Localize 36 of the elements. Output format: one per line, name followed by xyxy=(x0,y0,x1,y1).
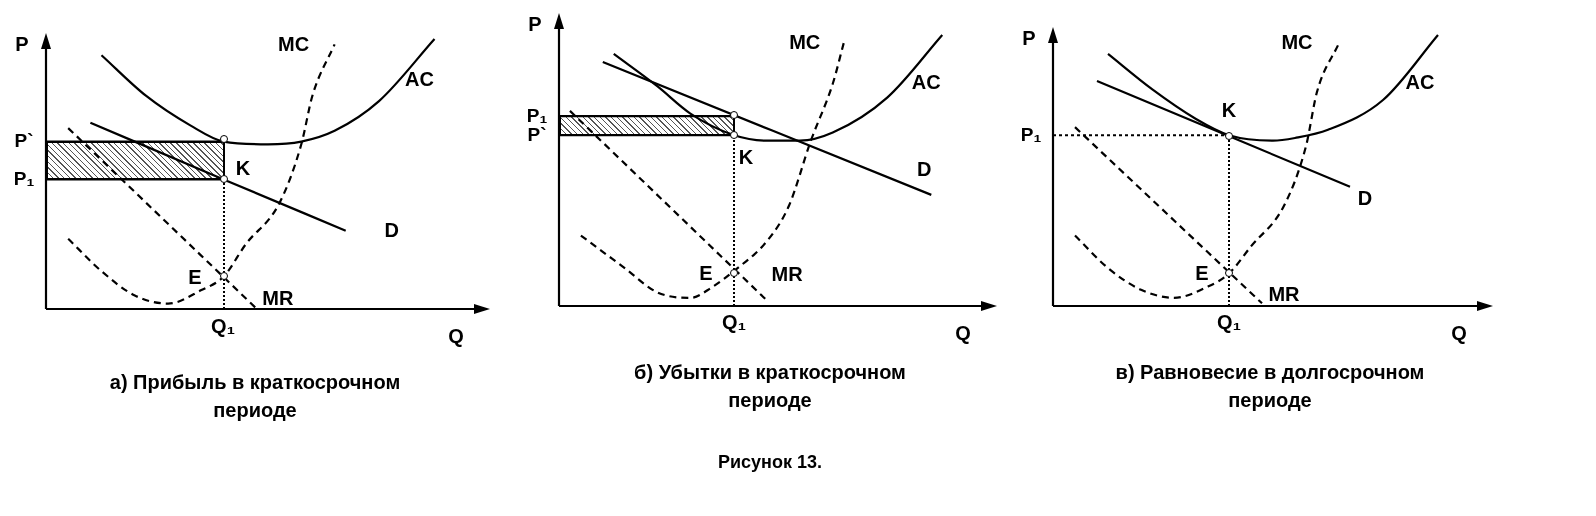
series-label: D xyxy=(917,158,932,181)
text: Q₁ xyxy=(1217,311,1241,333)
text: Q₁ xyxy=(211,315,235,337)
series-label: AC xyxy=(911,70,941,93)
series-label: D xyxy=(384,219,399,242)
series-label: MC xyxy=(278,32,310,55)
annotation: K xyxy=(738,146,754,168)
series-label: MC xyxy=(789,30,821,53)
annotation: E xyxy=(1195,262,1209,284)
annotation: E xyxy=(188,266,202,288)
x-axis-title: Q xyxy=(955,321,971,344)
text: в) Равновесие в долгосрочном периоде xyxy=(1114,360,1426,413)
text: а) Прибыль в краткосрочном периоде xyxy=(108,370,402,423)
series-label: D xyxy=(1357,187,1373,210)
annotation: K xyxy=(235,157,251,179)
text: Q₁ xyxy=(722,311,746,333)
annotation: K xyxy=(1221,99,1237,121)
x-axis-title: Q xyxy=(1451,321,1467,344)
series-label: MR xyxy=(1268,282,1301,305)
ref-line-label: P` xyxy=(14,129,34,151)
y-axis-title: P xyxy=(1022,26,1036,49)
legend-label: MR xyxy=(771,263,804,286)
ref-line-label: P` xyxy=(527,123,547,145)
ref-line-label: P₁ xyxy=(526,104,548,126)
x-axis-title: Q xyxy=(448,324,464,347)
ref-line-label: P₁ xyxy=(13,167,35,189)
series-label: MR xyxy=(262,286,295,309)
series-label: AC xyxy=(1405,70,1435,93)
annotation: E xyxy=(699,262,713,284)
text: Рисунок 13. xyxy=(718,451,822,473)
y-axis-title: P xyxy=(15,32,29,55)
series-label: MC xyxy=(1281,30,1313,53)
ref-line-label: P₁ xyxy=(1020,123,1042,145)
y-axis-title: P xyxy=(528,12,542,35)
series-label: AC xyxy=(405,67,434,90)
text: б) Убытки в краткосрочном периоде xyxy=(633,360,907,413)
